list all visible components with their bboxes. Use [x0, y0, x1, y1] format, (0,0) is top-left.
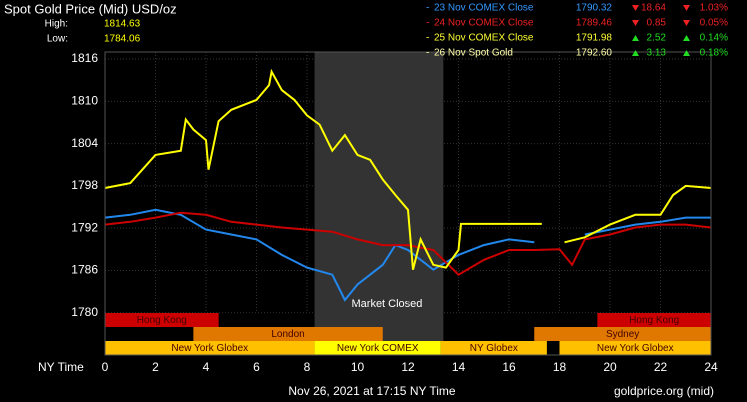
legend-price: 1789.46	[576, 18, 613, 29]
legend-price: 1791.98	[576, 33, 613, 44]
x-tick-label: 18	[553, 360, 567, 374]
session-label: Sydney	[606, 329, 639, 340]
session-bar	[193, 327, 383, 341]
legend-name: 23 Nov COMEX Close	[434, 3, 534, 14]
legend-dash: -	[426, 18, 429, 29]
x-tick-label: 16	[502, 360, 516, 374]
x-tick-label: 12	[401, 360, 415, 374]
y-tick-label: 1816	[71, 51, 98, 65]
session-label: London	[271, 329, 304, 340]
y-tick-label: 1798	[71, 178, 98, 192]
direction-arrow	[632, 5, 639, 11]
session-bar	[314, 341, 441, 355]
session-bar	[440, 341, 547, 355]
session-label: New York Globex	[171, 343, 248, 354]
legend-pct: 1.03%	[700, 3, 728, 14]
x-tick-label: 22	[654, 360, 668, 374]
x-tick-label: 20	[603, 360, 617, 374]
direction-arrow	[632, 35, 639, 41]
legend-pct: 0.18%	[700, 48, 728, 59]
price-line	[104, 211, 712, 276]
session-bar	[105, 341, 315, 355]
x-tick-label: 8	[304, 360, 311, 374]
session-bar	[559, 341, 711, 355]
y-tick-label: 1804	[71, 136, 98, 150]
x-tick-label: 2	[152, 360, 159, 374]
y-tick-label: 1786	[71, 263, 98, 277]
session-label: New York Globex	[597, 343, 674, 354]
low-label: Low:	[47, 34, 68, 45]
high-value: 1814.63	[104, 19, 141, 30]
y-tick-label: 1810	[71, 93, 98, 107]
legend-dash: -	[426, 3, 429, 14]
legend-price: 1790.32	[576, 3, 613, 14]
direction-arrow	[683, 20, 690, 26]
session-label: Hong Kong	[629, 315, 679, 326]
legend-dash: -	[426, 48, 429, 59]
legend-change: 3.13	[647, 48, 667, 59]
footer-date: Nov 26, 2021 at 17:15 NY Time	[288, 384, 456, 398]
legend-change: 2.52	[647, 33, 667, 44]
direction-arrow	[632, 20, 639, 26]
x-tick-label: 14	[452, 360, 466, 374]
market-closed-label: Market Closed	[352, 298, 423, 310]
plot-frame	[104, 51, 712, 356]
x-tick-label: 4	[203, 360, 210, 374]
footer-source: goldprice.org (mid)	[614, 384, 714, 398]
direction-arrow	[632, 50, 639, 56]
session-label: Hong Kong	[137, 315, 187, 326]
session-bar	[534, 327, 711, 341]
x-tick-label: 24	[704, 360, 718, 374]
legend-price: 1792.60	[576, 48, 613, 59]
legend-pct: 0.14%	[700, 33, 728, 44]
x-tick-label: 10	[351, 360, 365, 374]
low-value: 1784.06	[104, 34, 141, 45]
legend-change: 18.64	[641, 3, 666, 14]
x-tick-label: 0	[102, 360, 109, 374]
chart-title: Spot Gold Price (Mid) USD/oz	[4, 1, 177, 16]
session-label: New York COMEX	[337, 343, 419, 354]
legend-name: 26 Nov Spot Gold	[434, 48, 513, 59]
x-axis-label: NY Time	[38, 360, 84, 374]
high-label: High:	[45, 19, 68, 30]
legend-pct: 0.05%	[700, 18, 728, 29]
legend-dash: -	[426, 33, 429, 44]
legend-name: 25 Nov COMEX Close	[434, 33, 534, 44]
market-closed-region	[314, 52, 444, 341]
direction-arrow	[683, 5, 690, 11]
y-tick-label: 1780	[71, 305, 98, 319]
direction-arrow	[683, 35, 690, 41]
y-tick-label: 1792	[71, 220, 98, 234]
price-line	[104, 68, 712, 270]
session-bar	[597, 313, 711, 327]
legend-change: 0.85	[647, 18, 667, 29]
session-label: NY Globex	[470, 343, 518, 354]
direction-arrow	[683, 50, 690, 56]
x-tick-label: 6	[253, 360, 260, 374]
legend-name: 24 Nov COMEX Close	[434, 18, 534, 29]
session-bar	[105, 313, 219, 327]
